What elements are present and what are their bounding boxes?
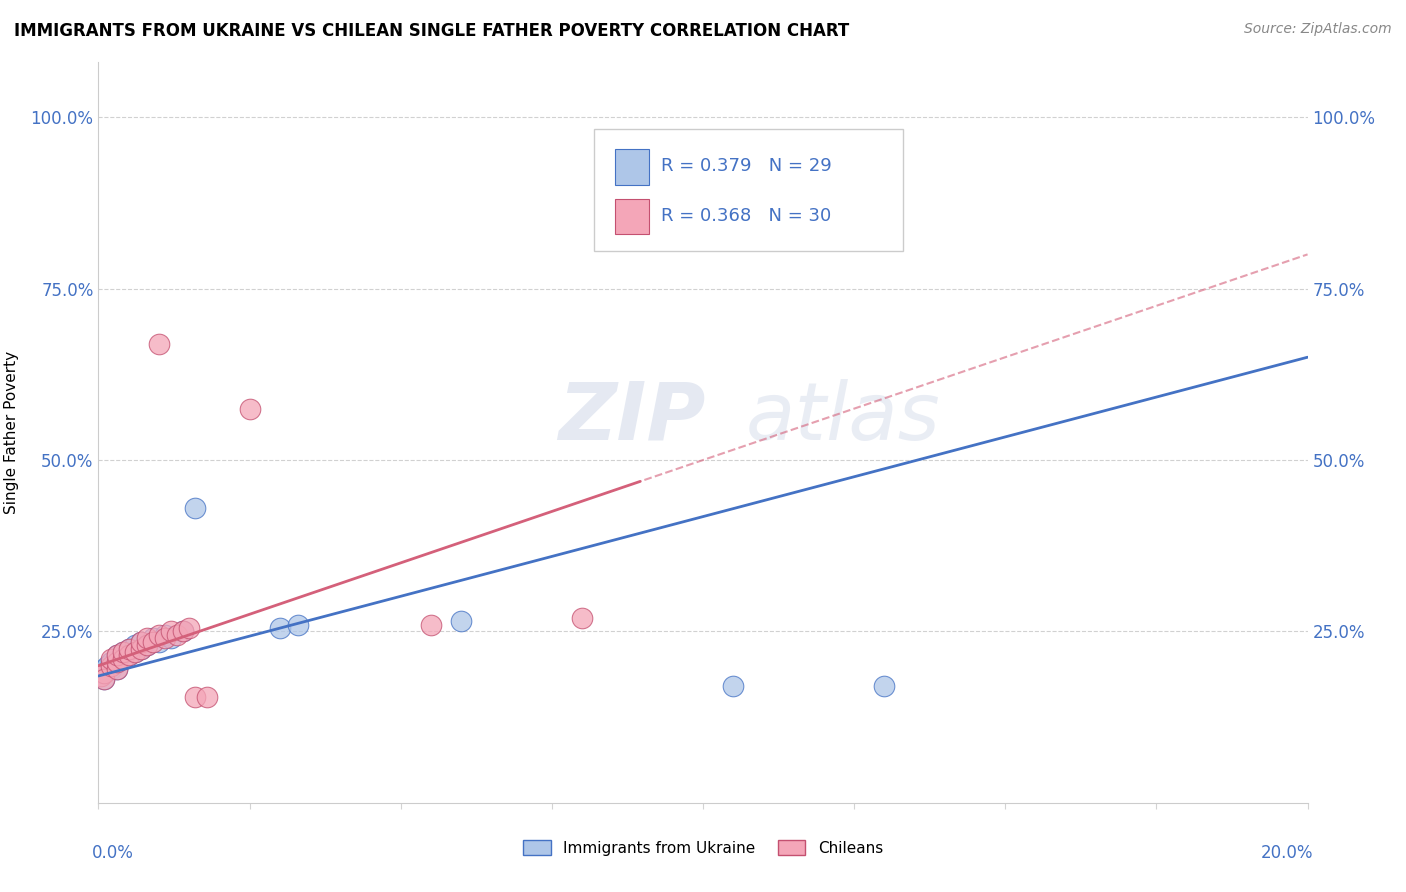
Point xyxy=(184,690,207,704)
Point xyxy=(148,628,170,642)
Point xyxy=(90,669,112,683)
Point xyxy=(135,638,157,652)
Legend: Immigrants from Ukraine, Chileans: Immigrants from Ukraine, Chileans xyxy=(517,834,889,862)
Point xyxy=(105,655,128,669)
Point xyxy=(100,662,122,676)
Text: IMMIGRANTS FROM UKRAINE VS CHILEAN SINGLE FATHER POVERTY CORRELATION CHART: IMMIGRANTS FROM UKRAINE VS CHILEAN SINGL… xyxy=(14,22,849,40)
Point xyxy=(124,645,146,659)
Point xyxy=(153,628,176,642)
Text: Source: ZipAtlas.com: Source: ZipAtlas.com xyxy=(1244,22,1392,37)
Point xyxy=(287,617,309,632)
Point xyxy=(93,662,115,676)
Point xyxy=(111,652,134,666)
Point xyxy=(184,501,207,516)
Point xyxy=(239,401,262,416)
Point xyxy=(96,658,118,673)
Point xyxy=(100,658,122,673)
Point xyxy=(179,621,201,635)
Point xyxy=(105,662,128,676)
Point xyxy=(723,679,745,693)
Point xyxy=(129,641,152,656)
FancyBboxPatch shape xyxy=(595,129,903,252)
Y-axis label: Single Father Poverty: Single Father Poverty xyxy=(4,351,20,514)
Point xyxy=(118,648,141,663)
Point xyxy=(105,662,128,676)
Bar xyxy=(614,149,648,185)
Point xyxy=(135,638,157,652)
Text: ZIP: ZIP xyxy=(558,379,706,457)
Point xyxy=(160,632,183,646)
Point xyxy=(142,632,165,646)
Point xyxy=(450,614,472,628)
Point xyxy=(124,638,146,652)
Point xyxy=(100,652,122,666)
Point xyxy=(118,641,141,656)
Point xyxy=(129,634,152,648)
Point xyxy=(111,645,134,659)
Point xyxy=(105,648,128,663)
Text: atlas: atlas xyxy=(745,379,941,457)
Point xyxy=(166,628,188,642)
Point xyxy=(153,632,176,646)
Text: 0.0%: 0.0% xyxy=(93,844,134,862)
Point xyxy=(124,645,146,659)
Point xyxy=(93,673,115,687)
Point xyxy=(269,621,291,635)
Bar xyxy=(614,199,648,235)
Point xyxy=(160,624,183,639)
Point xyxy=(873,679,896,693)
Point xyxy=(172,624,194,639)
Text: R = 0.379   N = 29: R = 0.379 N = 29 xyxy=(661,157,831,175)
Point xyxy=(420,617,443,632)
Point xyxy=(571,610,593,624)
Point xyxy=(195,690,218,704)
Point xyxy=(135,632,157,646)
Point xyxy=(105,648,128,663)
Point xyxy=(93,673,115,687)
Point xyxy=(129,634,152,648)
Point xyxy=(100,655,122,669)
Text: R = 0.368   N = 30: R = 0.368 N = 30 xyxy=(661,207,831,225)
Text: 20.0%: 20.0% xyxy=(1261,844,1313,862)
Point xyxy=(105,655,128,669)
Point xyxy=(148,634,170,648)
Point xyxy=(111,645,134,659)
Point xyxy=(129,641,152,656)
Point xyxy=(111,652,134,666)
Point xyxy=(118,648,141,663)
Point xyxy=(142,634,165,648)
Point xyxy=(118,641,141,656)
Point xyxy=(148,336,170,351)
Point xyxy=(93,665,115,680)
Point xyxy=(172,624,194,639)
Point xyxy=(90,665,112,680)
